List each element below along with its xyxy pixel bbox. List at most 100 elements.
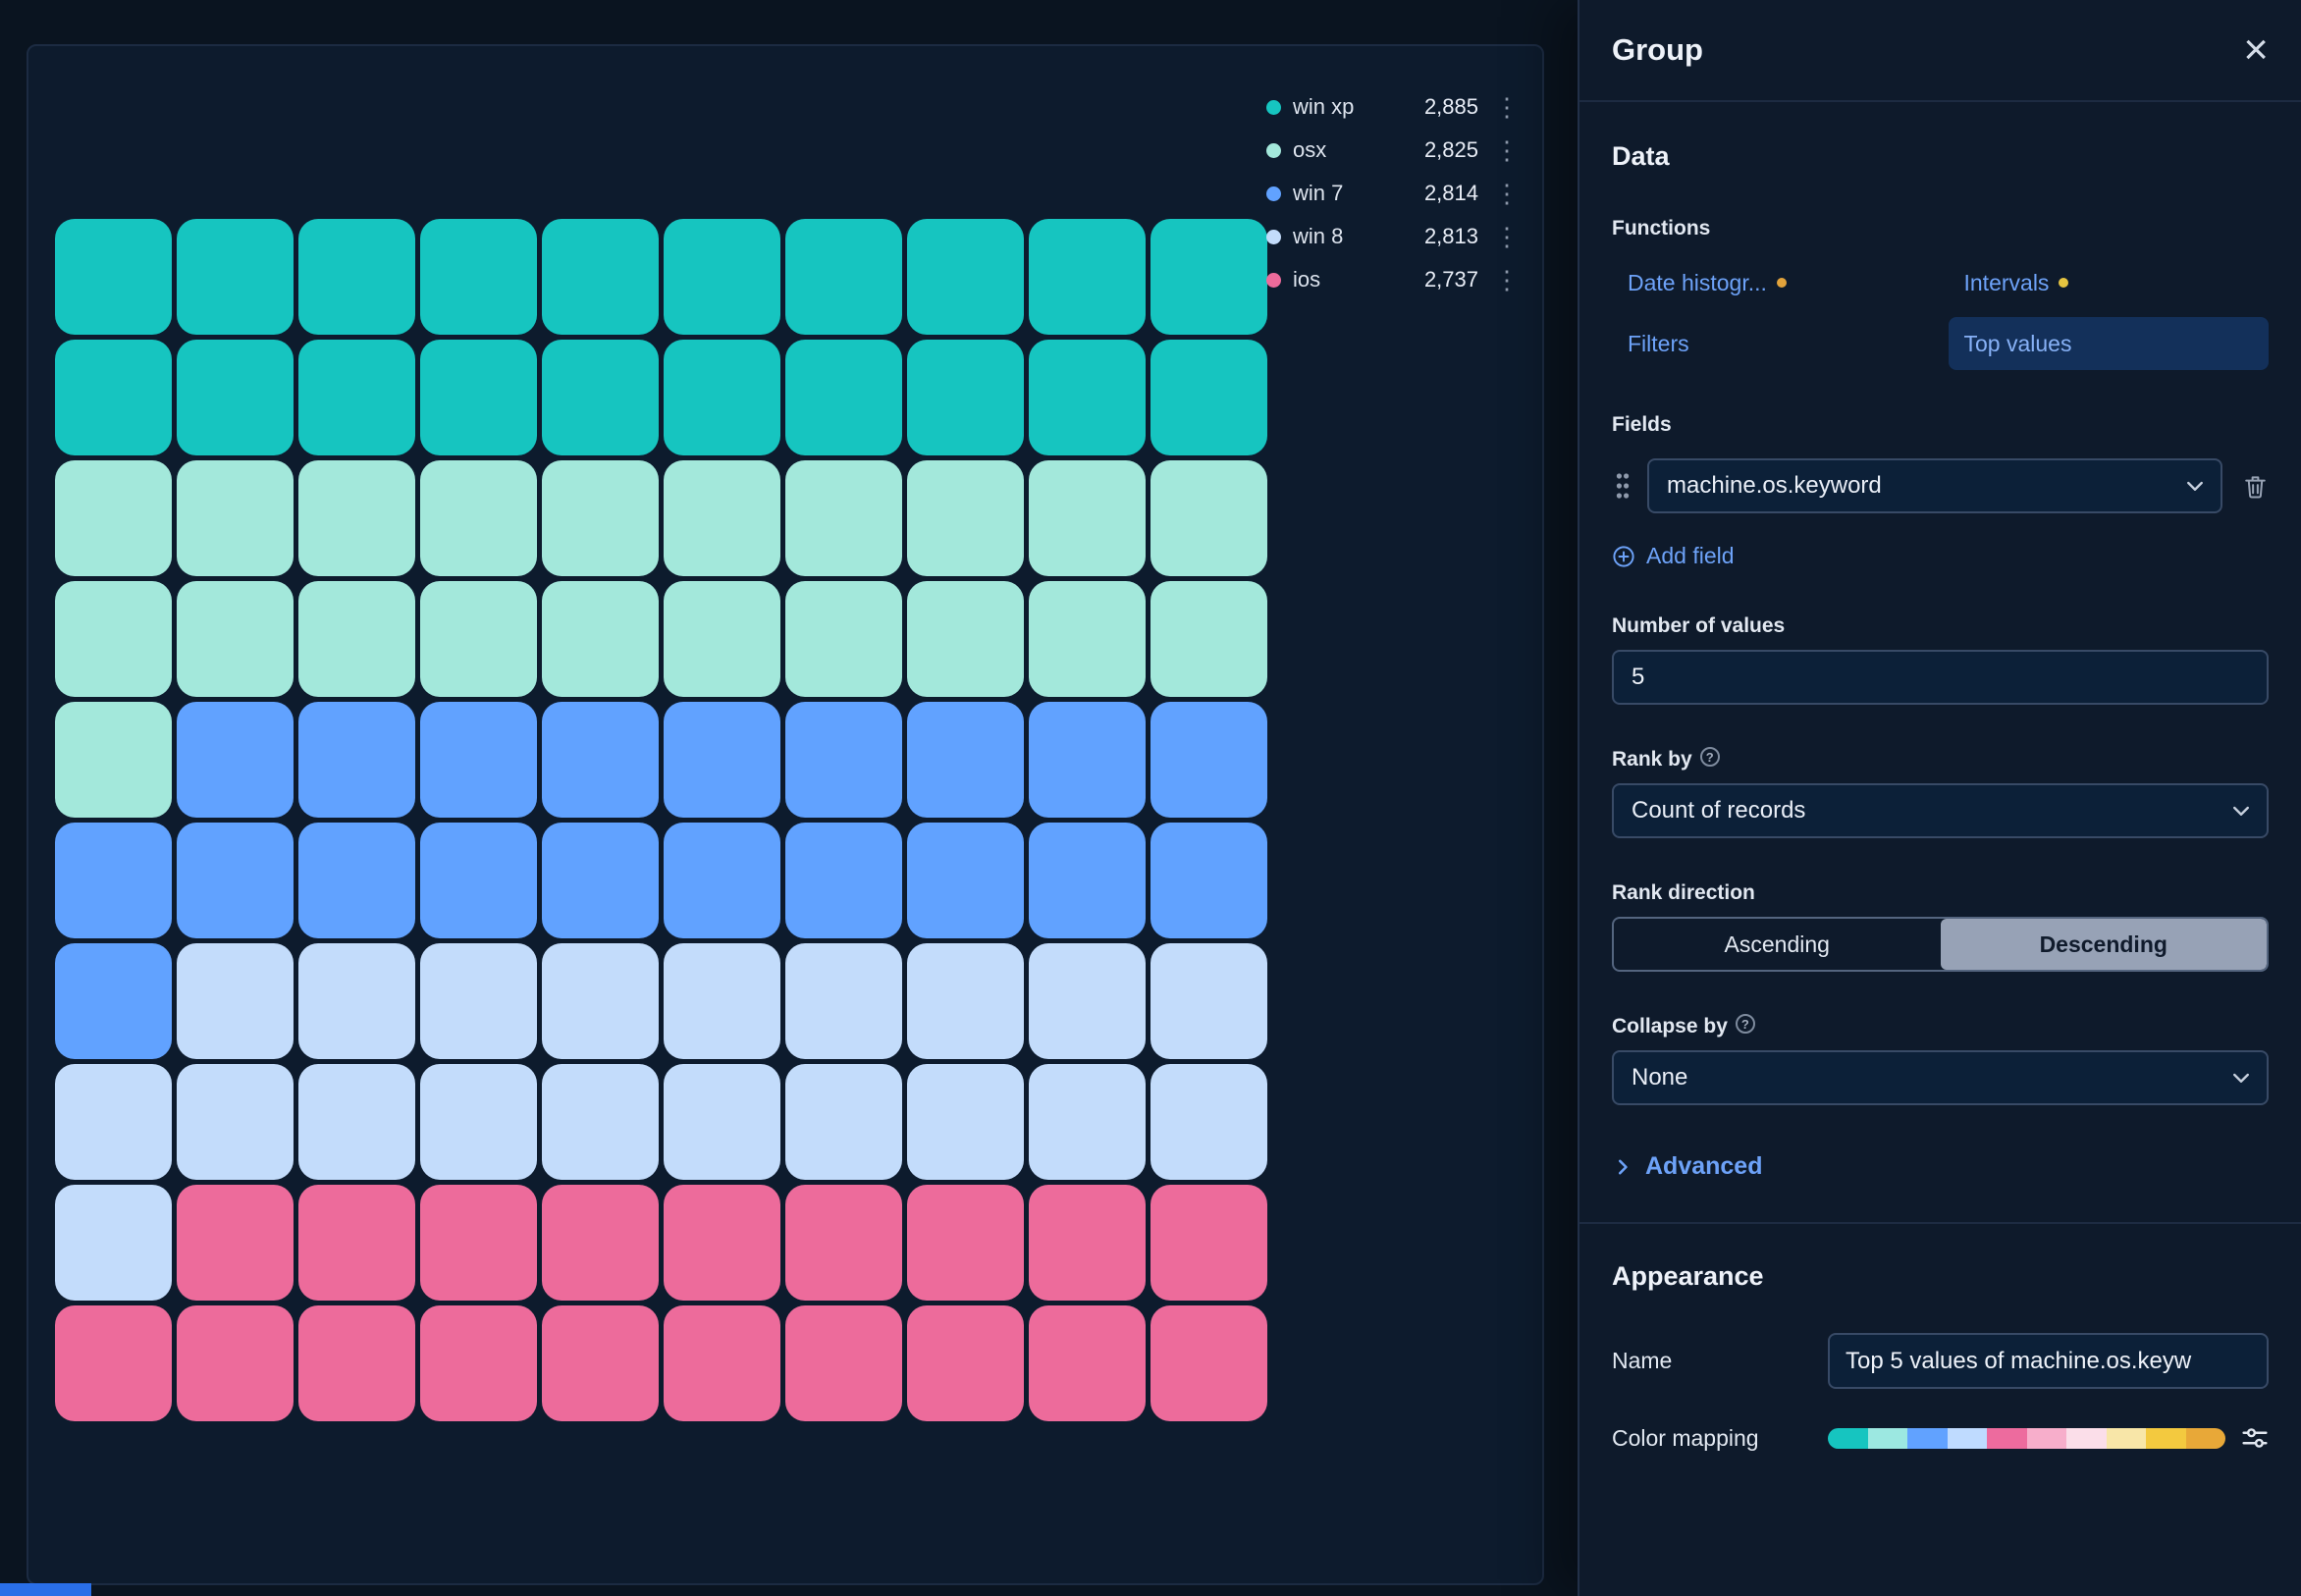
waffle-cell-win-xp[interactable] <box>177 219 294 335</box>
function-filters[interactable]: Filters <box>1612 317 1933 370</box>
waffle-cell-osx[interactable] <box>1029 460 1146 576</box>
waffle-cell-win-7[interactable] <box>1029 823 1146 938</box>
waffle-cell-ios[interactable] <box>664 1305 780 1421</box>
waffle-cell-win-7[interactable] <box>907 823 1024 938</box>
legend-item-win-xp[interactable]: win xp 2,885 ⋮ <box>1266 92 1520 122</box>
help-icon[interactable]: ? <box>1699 747 1720 767</box>
waffle-cell-osx[interactable] <box>664 581 780 697</box>
waffle-cell-win-xp[interactable] <box>785 340 902 455</box>
waffle-cell-win-8[interactable] <box>420 1064 537 1180</box>
waffle-cell-win-7[interactable] <box>785 823 902 938</box>
waffle-cell-ios[interactable] <box>1029 1185 1146 1301</box>
waffle-cell-win-8[interactable] <box>420 943 537 1059</box>
waffle-cell-win-xp[interactable] <box>298 219 415 335</box>
function-top-values[interactable]: Top values <box>1948 317 2269 370</box>
waffle-cell-osx[interactable] <box>907 460 1024 576</box>
waffle-cell-ios[interactable] <box>785 1185 902 1301</box>
waffle-cell-osx[interactable] <box>177 581 294 697</box>
waffle-cell-win-xp[interactable] <box>664 340 780 455</box>
waffle-cell-osx[interactable] <box>664 460 780 576</box>
waffle-cell-win-8[interactable] <box>1150 943 1267 1059</box>
name-input[interactable] <box>1828 1333 2269 1389</box>
waffle-cell-win-7[interactable] <box>907 702 1024 818</box>
waffle-cell-osx[interactable] <box>55 702 172 818</box>
waffle-cell-win-8[interactable] <box>177 943 294 1059</box>
waffle-cell-win-7[interactable] <box>55 943 172 1059</box>
waffle-cell-win-xp[interactable] <box>177 340 294 455</box>
waffle-cell-osx[interactable] <box>298 460 415 576</box>
legend-more-icon[interactable]: ⋮ <box>1494 92 1520 122</box>
waffle-cell-osx[interactable] <box>542 581 659 697</box>
waffle-cell-win-7[interactable] <box>1150 702 1267 818</box>
waffle-cell-ios[interactable] <box>1150 1185 1267 1301</box>
advanced-toggle[interactable]: Advanced <box>1612 1152 1762 1181</box>
waffle-cell-win-8[interactable] <box>664 1064 780 1180</box>
waffle-cell-win-xp[interactable] <box>542 340 659 455</box>
waffle-cell-ios[interactable] <box>55 1305 172 1421</box>
drag-handle-icon[interactable] <box>1612 470 1641 502</box>
legend-more-icon[interactable]: ⋮ <box>1494 265 1520 294</box>
waffle-cell-win-7[interactable] <box>542 702 659 818</box>
legend-more-icon[interactable]: ⋮ <box>1494 222 1520 251</box>
waffle-cell-win-xp[interactable] <box>1029 219 1146 335</box>
function-intervals[interactable]: Intervals <box>1949 256 2270 309</box>
waffle-cell-win-8[interactable] <box>542 943 659 1059</box>
waffle-cell-osx[interactable] <box>542 460 659 576</box>
waffle-cell-win-7[interactable] <box>298 702 415 818</box>
legend-item-ios[interactable]: ios 2,737 ⋮ <box>1266 265 1520 294</box>
add-field-button[interactable]: Add field <box>1612 543 1735 569</box>
waffle-cell-win-7[interactable] <box>420 823 537 938</box>
waffle-cell-ios[interactable] <box>420 1185 537 1301</box>
waffle-cell-ios[interactable] <box>907 1305 1024 1421</box>
waffle-cell-win-8[interactable] <box>785 943 902 1059</box>
waffle-cell-win-xp[interactable] <box>907 340 1024 455</box>
waffle-cell-win-8[interactable] <box>1150 1064 1267 1180</box>
close-icon[interactable]: × <box>2243 26 2269 74</box>
waffle-cell-ios[interactable] <box>298 1185 415 1301</box>
rank-direction-descending[interactable]: Descending <box>1940 919 2267 970</box>
function-date-histogram[interactable]: Date histogr... <box>1612 256 1933 309</box>
waffle-cell-ios[interactable] <box>177 1305 294 1421</box>
color-mapping-settings-icon[interactable] <box>2241 1424 2269 1452</box>
waffle-cell-win-xp[interactable] <box>420 340 537 455</box>
waffle-cell-osx[interactable] <box>785 460 902 576</box>
waffle-cell-win-8[interactable] <box>1029 1064 1146 1180</box>
waffle-cell-osx[interactable] <box>1150 460 1267 576</box>
waffle-cell-win-7[interactable] <box>298 823 415 938</box>
waffle-cell-win-7[interactable] <box>1029 702 1146 818</box>
waffle-cell-win-xp[interactable] <box>785 219 902 335</box>
waffle-cell-win-8[interactable] <box>785 1064 902 1180</box>
waffle-cell-osx[interactable] <box>785 581 902 697</box>
waffle-cell-win-xp[interactable] <box>420 219 537 335</box>
waffle-cell-win-7[interactable] <box>177 702 294 818</box>
waffle-cell-osx[interactable] <box>420 581 537 697</box>
waffle-cell-win-7[interactable] <box>1150 823 1267 938</box>
waffle-cell-osx[interactable] <box>177 460 294 576</box>
waffle-cell-ios[interactable] <box>298 1305 415 1421</box>
legend-item-osx[interactable]: osx 2,825 ⋮ <box>1266 135 1520 165</box>
waffle-cell-win-7[interactable] <box>55 823 172 938</box>
waffle-cell-ios[interactable] <box>177 1185 294 1301</box>
waffle-cell-win-8[interactable] <box>1029 943 1146 1059</box>
waffle-cell-ios[interactable] <box>785 1305 902 1421</box>
waffle-cell-win-xp[interactable] <box>1150 340 1267 455</box>
waffle-cell-win-8[interactable] <box>298 943 415 1059</box>
waffle-cell-osx[interactable] <box>907 581 1024 697</box>
waffle-cell-win-xp[interactable] <box>542 219 659 335</box>
waffle-cell-win-xp[interactable] <box>907 219 1024 335</box>
field-select[interactable]: machine.os.keyword <box>1647 458 2222 513</box>
waffle-cell-win-7[interactable] <box>177 823 294 938</box>
waffle-cell-win-8[interactable] <box>907 1064 1024 1180</box>
waffle-cell-ios[interactable] <box>1150 1305 1267 1421</box>
waffle-cell-win-xp[interactable] <box>55 340 172 455</box>
waffle-cell-win-xp[interactable] <box>298 340 415 455</box>
waffle-cell-win-xp[interactable] <box>1150 219 1267 335</box>
legend-item-win-7[interactable]: win 7 2,814 ⋮ <box>1266 179 1520 208</box>
waffle-cell-osx[interactable] <box>1150 581 1267 697</box>
waffle-cell-win-xp[interactable] <box>1029 340 1146 455</box>
legend-more-icon[interactable]: ⋮ <box>1494 179 1520 208</box>
number-of-values-input[interactable] <box>1612 650 2269 705</box>
waffle-cell-ios[interactable] <box>1029 1305 1146 1421</box>
waffle-cell-osx[interactable] <box>1029 581 1146 697</box>
waffle-cell-win-8[interactable] <box>55 1064 172 1180</box>
